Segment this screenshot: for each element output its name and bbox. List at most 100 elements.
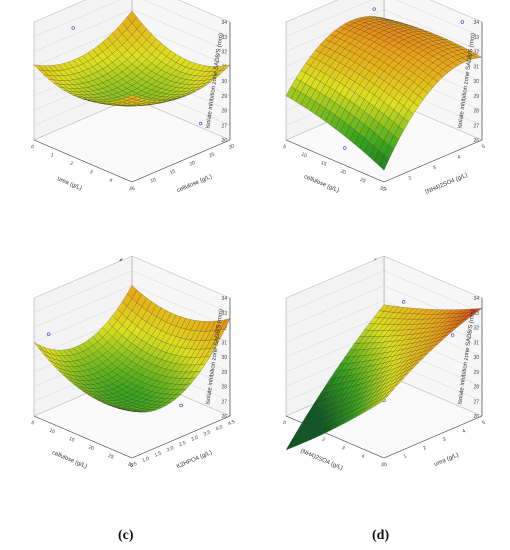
x-axis-line: [383, 139, 483, 183]
y-tick-label: 4: [360, 453, 365, 460]
z-gridline: [285, 9, 483, 52]
observed-point: [71, 26, 75, 30]
x-tick-label: 2.0: [166, 445, 175, 453]
z-tick-label: 32: [473, 326, 479, 332]
y-tick-label: 2: [69, 161, 74, 168]
y-axis-line: [285, 139, 385, 183]
z-tick-label: 29: [221, 370, 227, 376]
observed-point: [372, 7, 376, 11]
surface-plot-c: 2627282930313233340.51.01.52.02.53.03.54…: [30, 255, 236, 470]
x-tick-label: 1: [383, 186, 388, 193]
x-tick-label: 4.0: [215, 424, 224, 432]
observed-point: [401, 300, 406, 304]
y-tick-label: 0: [282, 420, 287, 427]
plot-group: 2627282930313233340.51.01.52.02.53.03.54…: [30, 255, 236, 470]
y-tick-label: 25: [107, 453, 115, 461]
x-axis-title: (NH4)2SO4 (g/L): [425, 172, 469, 195]
response-surface: [285, 16, 483, 171]
y-tick-label: 10: [48, 428, 56, 436]
z-tick-label: 33: [473, 311, 479, 317]
x-tick-label: 3: [432, 165, 437, 172]
x-tick-label: 1: [403, 453, 408, 460]
x-axis-title: urea (g/L): [433, 452, 459, 468]
z-gridline: [33, 0, 231, 23]
z-tick-label: 27: [473, 399, 479, 405]
z-tick-label: 34: [221, 296, 227, 302]
y-tick-label: 30: [379, 185, 387, 193]
x-tick-label: 3.0: [190, 435, 199, 443]
observed-point: [198, 121, 203, 126]
surface-cell: [127, 410, 137, 412]
x-tick-label: 1.0: [141, 456, 150, 464]
z-tick-label: 34: [473, 20, 479, 26]
z-tick-label: 28: [221, 109, 227, 115]
panel-d: 26 27 28 29 30 31 32 33 34 0 1 2 3 4 5 0 1 2 3 4 5 urea (g/L)…: [262, 255, 507, 526]
y-tick-label: 5: [282, 144, 287, 151]
z-tick-label: 29: [473, 94, 479, 100]
z-tick-label: 27: [473, 123, 479, 129]
z-gridline: [33, 0, 231, 37]
z-tick-label: 30: [221, 79, 227, 85]
z-tick-label: 26: [473, 138, 479, 144]
y-tick-label: 15: [68, 436, 76, 444]
surface-cell: [378, 154, 390, 171]
x-tick-label: 5: [481, 144, 486, 151]
panel-c: 2627282930313233340.51.01.52.02.53.03.54…: [10, 255, 255, 526]
z-tick-label: 30: [473, 355, 479, 361]
z-tick-label: 33: [221, 35, 227, 41]
y-tick-label: 0: [30, 144, 35, 151]
y-tick-label: 1: [302, 428, 307, 435]
y-tick-label: 10: [300, 152, 308, 160]
z-tick-label: 27: [221, 399, 227, 405]
y-tick-label: 3: [341, 445, 346, 452]
y-axis-title: cellulose (g/L): [51, 450, 88, 470]
y-axis-title: cellulose (g/L): [303, 174, 340, 194]
x-tick-label: 4: [457, 154, 462, 161]
x-tick-label: 0: [383, 462, 388, 469]
x-tick-label: 5: [481, 420, 486, 427]
x-tick-label: 5: [131, 186, 136, 193]
y-tick-label: 30: [127, 461, 135, 469]
x-tick-label: 4: [462, 428, 467, 435]
x-tick-label: 2: [422, 445, 427, 452]
x-tick-label: 20: [189, 160, 197, 168]
surface-cell: [379, 394, 389, 404]
y-axis-title: (NH4)2SO4 (g/L): [299, 448, 343, 471]
x-tick-label: 2.5: [178, 440, 187, 448]
z-tick-label: 26: [221, 138, 227, 144]
plot-group: 26272829303132333451015202530012345cellu…: [30, 0, 236, 194]
x-tick-label: 0.5: [129, 461, 138, 469]
z-tick-label: 29: [473, 370, 479, 376]
surface-plot-a: 26272829303132333451015202530012345cellu…: [30, 0, 236, 194]
z-gridline: [285, 0, 483, 37]
y-tick-label: 5: [128, 186, 133, 193]
y-tick-label: 4: [108, 177, 113, 184]
y-tick-label: 3: [89, 169, 94, 176]
observed-point: [179, 403, 183, 408]
z-tick-label: 33: [221, 311, 227, 317]
z-gridline: [285, 270, 483, 313]
x-axis-line: [383, 415, 483, 459]
response-surface: [285, 304, 483, 451]
z-tick-label: 30: [221, 355, 227, 361]
y-tick-label: 1: [50, 152, 55, 159]
x-axis-title: K2HPO4 (g/L): [176, 450, 213, 470]
panel-label-d: (d): [372, 528, 390, 543]
y-axis-line: [33, 139, 133, 183]
panel-b: 26 27 28 29 30 31 32 33 34 1 2 3 4 5 5 10 15 20 25 30 (NH4)2…: [262, 0, 507, 255]
x-tick-label: 25: [208, 152, 216, 160]
x-tick-label: 2: [408, 175, 413, 182]
x-tick-label: 3.5: [203, 429, 212, 437]
surface-cell: [126, 94, 138, 100]
x-axis-line: [131, 415, 231, 459]
z-tick-label: 33: [473, 35, 479, 41]
z-tick-label: 28: [473, 385, 479, 391]
panel-label-c: (c): [118, 528, 134, 543]
y-tick-label: 25: [359, 177, 367, 185]
x-axis-title: cellulose (g/L): [176, 174, 213, 194]
z-gridline: [33, 255, 231, 299]
